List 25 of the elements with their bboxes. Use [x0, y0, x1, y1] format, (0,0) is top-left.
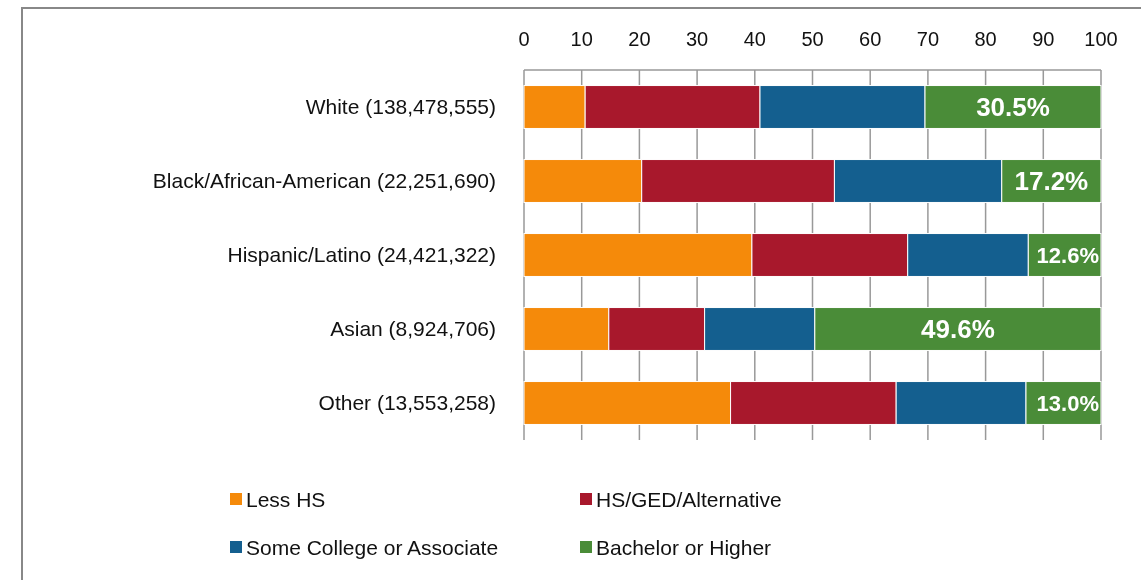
legend-label: Bachelor or Higher [596, 536, 772, 560]
data-label: 30.5% [976, 92, 1050, 123]
y-tick-label: Hispanic/Latino (24,421,322) [227, 243, 496, 267]
y-tick-label: Other (13,553,258) [318, 391, 496, 415]
x-tick-label: 20 [628, 28, 651, 50]
x-tick-label: 90 [1032, 28, 1055, 50]
x-tick-label: 50 [801, 28, 824, 50]
x-tick-label: 40 [743, 28, 766, 50]
x-tick-label: 0 [518, 28, 530, 50]
data-label: 13.0% [1036, 390, 1099, 416]
x-tick-label: 70 [916, 28, 940, 50]
data-label: 17.2% [1014, 166, 1089, 197]
x-tick-label: 80 [974, 28, 997, 50]
legend-label: Some College or Associate [246, 536, 499, 560]
data-label: 12.6% [1036, 242, 1099, 268]
data-label: 49.6% [921, 314, 995, 345]
x-tick-label: 30 [685, 28, 709, 50]
y-tick-label: White (138,478,555) [305, 95, 496, 119]
y-tick-label: Asian (8,924,706) [330, 317, 496, 341]
legend-label: Less HS [246, 488, 326, 512]
legend-label: HS/GED/Alternative [596, 488, 782, 512]
y-tick-label: Black/African-American (22,251,690) [152, 169, 496, 193]
x-tick-label: 60 [859, 28, 882, 50]
x-tick-label: 100 [1084, 28, 1118, 50]
x-tick-label: 10 [570, 28, 593, 50]
